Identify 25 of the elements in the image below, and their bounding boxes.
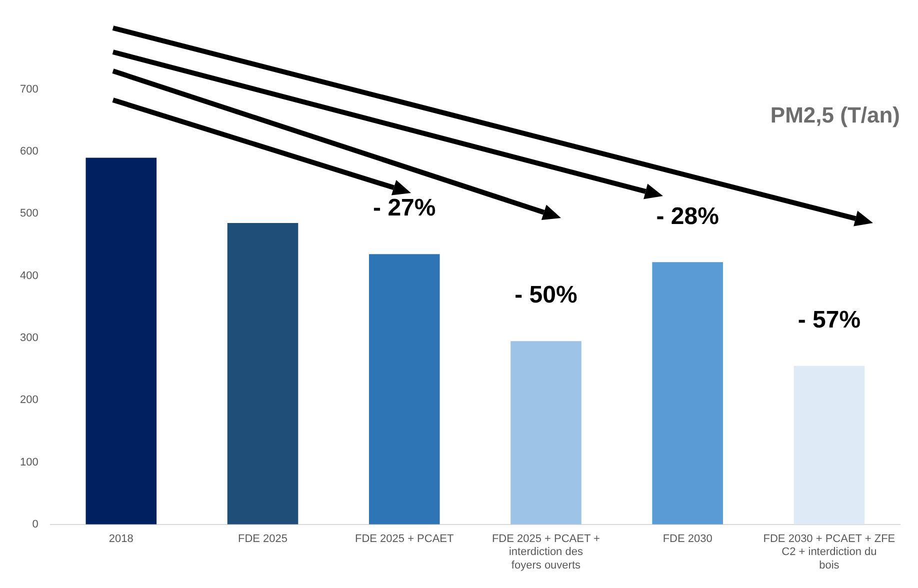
- bar: [510, 341, 582, 524]
- bar: [227, 223, 298, 524]
- x-tick-label: FDE 2025 + PCAET + interdiction des foyers ouverts: [492, 533, 600, 572]
- x-tick-label: FDE 2025 + PCAET: [355, 533, 454, 546]
- y-tick-label: 200: [20, 394, 38, 406]
- x-tick-label: FDE 2030: [662, 533, 712, 546]
- x-tick-label: FDE 2030 + PCAET + ZFE C2 + interdiction du bois: [763, 533, 896, 572]
- annotation: - 27%: [373, 194, 436, 222]
- text: PM2,5 (T/an): [770, 102, 900, 128]
- annotation: - 28%: [656, 202, 719, 230]
- bar: [652, 262, 723, 524]
- x-tick-label: FDE 2025: [238, 533, 288, 546]
- bar: [86, 158, 157, 524]
- y-tick-label: 0: [32, 518, 38, 530]
- y-tick-label: 400: [20, 270, 38, 282]
- annotation: - 50%: [514, 282, 578, 309]
- bar: [794, 366, 865, 524]
- y-tick-label: 700: [20, 83, 38, 96]
- bar: [368, 254, 440, 524]
- x-tick-label: 2018: [108, 533, 134, 546]
- y-tick-label: 600: [20, 146, 38, 158]
- y-tick-label: 300: [20, 332, 38, 344]
- annotation: - 57%: [798, 306, 861, 334]
- y-tick-label: 100: [20, 456, 38, 468]
- y-tick-label: 500: [20, 208, 38, 220]
